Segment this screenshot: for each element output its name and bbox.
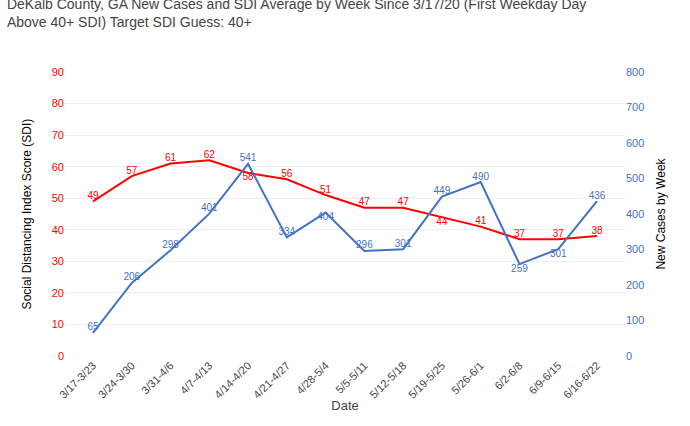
svg-text:4/21-4/27: 4/21-4/27	[251, 359, 292, 400]
svg-text:Date: Date	[331, 398, 358, 413]
svg-text:44: 44	[436, 216, 448, 227]
svg-text:436: 436	[589, 190, 606, 201]
svg-text:10: 10	[52, 318, 64, 330]
svg-text:DeKalb County, GA New Cases an: DeKalb County, GA New Cases and SDI Aver…	[7, 0, 586, 30]
svg-text:401: 401	[201, 202, 218, 213]
svg-text:65: 65	[87, 321, 99, 332]
svg-text:296: 296	[356, 239, 373, 250]
svg-text:4/14-4/20: 4/14-4/20	[212, 359, 253, 400]
svg-text:5/19-5/25: 5/19-5/25	[406, 359, 447, 400]
svg-text:6/16-6/22: 6/16-6/22	[561, 359, 602, 400]
svg-text:301: 301	[395, 238, 412, 249]
svg-text:47: 47	[398, 196, 410, 207]
svg-text:298: 298	[162, 239, 179, 250]
svg-text:3/24-3/30: 3/24-3/30	[96, 359, 137, 400]
svg-text:600: 600	[626, 137, 644, 149]
svg-text:41: 41	[475, 215, 487, 226]
svg-text:30: 30	[52, 255, 64, 267]
svg-text:57: 57	[126, 165, 138, 176]
svg-text:60: 60	[52, 161, 64, 173]
svg-text:3/17-3/23: 3/17-3/23	[57, 359, 98, 400]
svg-text:300: 300	[626, 243, 644, 255]
svg-text:3/31-4/6: 3/31-4/6	[139, 359, 176, 396]
svg-text:38: 38	[591, 225, 603, 236]
svg-text:20: 20	[52, 287, 64, 299]
svg-text:200: 200	[626, 279, 644, 291]
svg-text:301: 301	[550, 248, 567, 259]
svg-text:100: 100	[626, 314, 644, 326]
svg-text:37: 37	[514, 228, 526, 239]
svg-text:0: 0	[58, 350, 64, 362]
svg-text:449: 449	[434, 185, 451, 196]
svg-text:259: 259	[511, 263, 528, 274]
svg-text:404: 404	[317, 211, 334, 222]
svg-text:62: 62	[204, 149, 216, 160]
svg-text:800: 800	[626, 66, 644, 78]
svg-text:206: 206	[123, 271, 140, 282]
svg-text:4/7-4/13: 4/7-4/13	[178, 359, 215, 396]
svg-text:70: 70	[52, 129, 64, 141]
svg-text:90: 90	[52, 66, 64, 78]
svg-text:5/12-5/18: 5/12-5/18	[367, 359, 408, 400]
svg-text:37: 37	[553, 228, 565, 239]
svg-text:5/5-5/11: 5/5-5/11	[333, 359, 369, 395]
svg-text:6/2-6/8: 6/2-6/8	[492, 359, 525, 392]
svg-text:50: 50	[52, 192, 64, 204]
svg-text:61: 61	[165, 152, 177, 163]
svg-text:New Cases by Week: New Cases by Week	[654, 157, 668, 269]
svg-text:51: 51	[320, 184, 332, 195]
svg-text:56: 56	[281, 168, 293, 179]
svg-text:0: 0	[626, 350, 632, 362]
svg-text:49: 49	[87, 190, 99, 201]
svg-text:490: 490	[472, 171, 489, 182]
svg-text:500: 500	[626, 172, 644, 184]
svg-text:5/26-6/1: 5/26-6/1	[449, 359, 486, 396]
svg-text:58: 58	[243, 171, 255, 182]
svg-text:80: 80	[52, 97, 64, 109]
svg-text:40: 40	[52, 224, 64, 236]
svg-text:334: 334	[279, 226, 296, 237]
svg-text:541: 541	[240, 152, 257, 163]
svg-text:700: 700	[626, 101, 644, 113]
svg-text:Social Distancing Index Score: Social Distancing Index Score (SDI)	[20, 119, 34, 310]
svg-text:4/28-5/4: 4/28-5/4	[294, 359, 331, 396]
svg-text:47: 47	[359, 196, 371, 207]
svg-text:6/9-6/15: 6/9-6/15	[526, 359, 563, 396]
svg-text:400: 400	[626, 208, 644, 220]
